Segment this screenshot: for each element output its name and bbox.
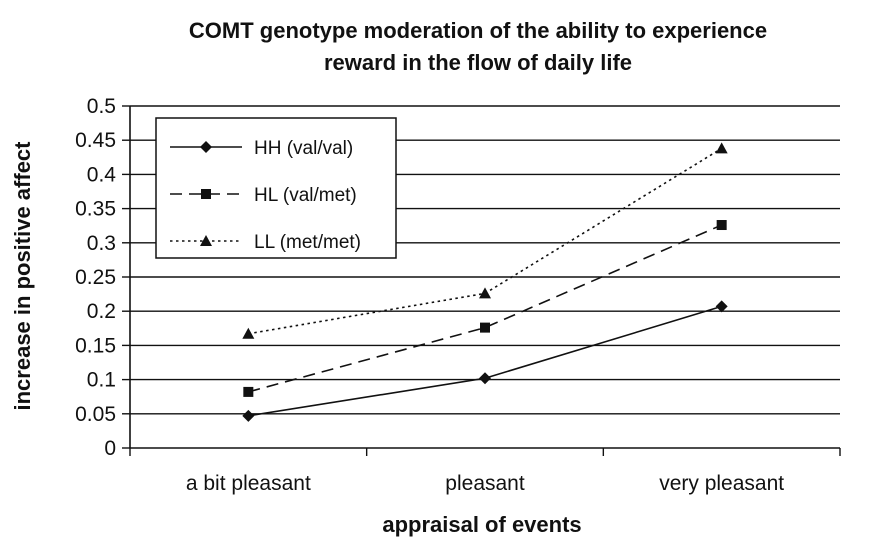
x-category-label-2: very pleasant xyxy=(659,472,784,495)
y-tick-label-2: 0.1 xyxy=(87,369,116,392)
data-point-s1-2 xyxy=(716,220,727,231)
chart-title-line-2: reward in the flow of daily life xyxy=(324,50,632,75)
series-line-1 xyxy=(248,224,722,393)
x-category-label-0: a bit pleasant xyxy=(186,472,311,495)
y-tick-labels: 0 0.05 0.1 0.15 0.2 0.25 0.3 0.35 0.4 0.45 0.5 xyxy=(75,95,116,460)
legend-label-2: LL (met/met) xyxy=(254,232,361,253)
x-axis-title: appraisal of events xyxy=(382,512,581,537)
y-tick-label-6: 0.3 xyxy=(87,232,116,255)
y-axis-title: increase in positive affect xyxy=(10,141,35,411)
legend-marker-0 xyxy=(200,141,212,153)
legend-label-1: HL (val/met) xyxy=(254,185,357,206)
x-category-label-1: pleasant xyxy=(445,472,525,495)
y-tick-label-4: 0.2 xyxy=(87,300,116,323)
data-point-s2-0 xyxy=(242,327,255,339)
y-tick-label-0: 0 xyxy=(104,437,116,460)
legend: HH (val/val) HL (val/met) LL (met/met) xyxy=(155,117,397,259)
legend-marker-2 xyxy=(200,235,212,246)
chart-title-line-1: COMT genotype moderation of the ability … xyxy=(189,18,767,43)
y-tick-label-8: 0.4 xyxy=(87,163,117,186)
legend-box xyxy=(155,117,397,259)
y-tick-label-9: 0.45 xyxy=(75,129,116,152)
data-point-s0-0 xyxy=(242,409,255,422)
y-tick-label-7: 0.35 xyxy=(75,198,116,221)
y-tick-label-3: 0.15 xyxy=(75,334,116,357)
data-point-s0-2 xyxy=(715,300,728,313)
legend-label-0: HH (val/val) xyxy=(254,138,353,159)
y-tick-label-5: 0.25 xyxy=(75,266,116,289)
data-point-s1-1 xyxy=(480,322,490,333)
series-lines xyxy=(242,142,728,422)
data-point-s2-1 xyxy=(479,287,491,299)
data-point-s0-1 xyxy=(479,372,491,385)
x-category-labels: a bit pleasant pleasant very pleasant xyxy=(186,472,784,495)
data-point-s2-2 xyxy=(715,142,728,154)
y-tick-label-10: 0.5 xyxy=(87,95,116,118)
y-tick-label-1: 0.05 xyxy=(75,403,116,426)
legend-marker-1 xyxy=(201,189,211,199)
data-point-s1-0 xyxy=(243,386,254,397)
axes xyxy=(122,105,841,456)
